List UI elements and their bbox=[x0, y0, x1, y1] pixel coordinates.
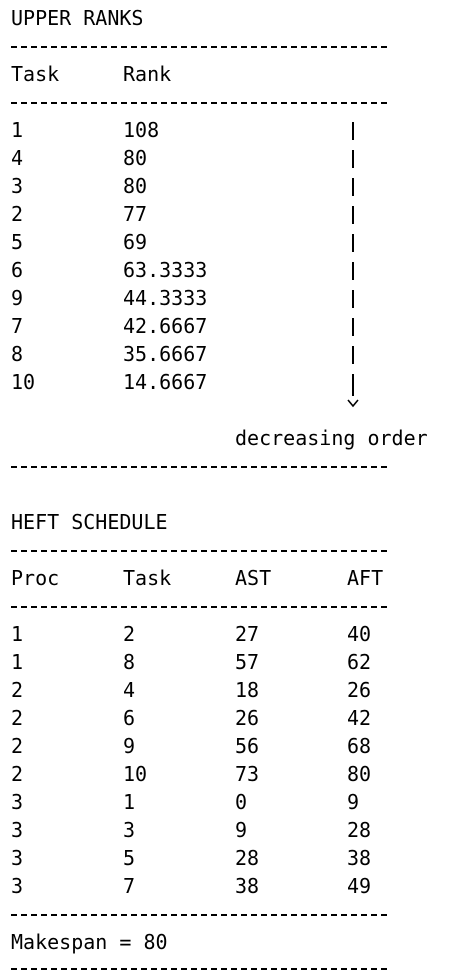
rank-row-task: 1 bbox=[11, 118, 24, 142]
divider bbox=[11, 466, 387, 468]
arrow-segment bbox=[352, 262, 354, 280]
arrow-segment bbox=[352, 206, 354, 224]
schedule-row-task: 8 bbox=[123, 650, 136, 674]
schedule-row-ast: 28 bbox=[235, 846, 260, 870]
heft-header-ast: AST bbox=[235, 566, 272, 590]
heft-header-task: Task bbox=[123, 566, 172, 590]
schedule-row-ast: 38 bbox=[235, 874, 260, 898]
schedule-row-task: 9 bbox=[123, 734, 136, 758]
arrow-segment bbox=[352, 290, 354, 308]
schedule-row-aft: 49 bbox=[347, 874, 372, 898]
schedule-row-task: 6 bbox=[123, 706, 136, 730]
schedule-row-aft: 80 bbox=[347, 762, 372, 786]
rank-row-task: 5 bbox=[11, 230, 24, 254]
divider bbox=[11, 606, 387, 608]
arrow-segment bbox=[352, 234, 354, 252]
schedule-row-aft: 9 bbox=[347, 790, 360, 814]
arrow-head-icon bbox=[347, 399, 359, 408]
schedule-row-ast: 73 bbox=[235, 762, 260, 786]
schedule-row-aft: 62 bbox=[347, 650, 372, 674]
makespan-label: Makespan = 80 bbox=[11, 930, 168, 954]
rank-row-rank: 63.3333 bbox=[123, 258, 208, 282]
schedule-row-task: 10 bbox=[123, 762, 148, 786]
rank-row-rank: 108 bbox=[123, 118, 160, 142]
heft-header-aft: AFT bbox=[347, 566, 384, 590]
schedule-row-task: 2 bbox=[123, 622, 136, 646]
upper-ranks-header-task: Task bbox=[11, 62, 60, 86]
rank-row-task: 2 bbox=[11, 202, 24, 226]
rank-row-rank: 44.3333 bbox=[123, 286, 208, 310]
rank-row-task: 8 bbox=[11, 342, 24, 366]
rank-row-rank: 69 bbox=[123, 230, 148, 254]
rank-row-task: 3 bbox=[11, 174, 24, 198]
schedule-row-task: 5 bbox=[123, 846, 136, 870]
schedule-row-aft: 68 bbox=[347, 734, 372, 758]
schedule-row-proc: 1 bbox=[11, 622, 24, 646]
heft-schedule-title: HEFT SCHEDULE bbox=[11, 510, 168, 534]
divider bbox=[11, 550, 387, 552]
divider bbox=[11, 914, 387, 916]
rank-row-rank: 35.6667 bbox=[123, 342, 208, 366]
arrow-segment bbox=[352, 122, 354, 140]
rank-row-task: 6 bbox=[11, 258, 24, 282]
schedule-row-proc: 2 bbox=[11, 706, 24, 730]
schedule-row-task: 4 bbox=[123, 678, 136, 702]
arrow-segment bbox=[352, 318, 354, 336]
schedule-row-proc: 3 bbox=[11, 790, 24, 814]
arrow-segment bbox=[352, 346, 354, 364]
rank-row-rank: 14.6667 bbox=[123, 370, 208, 394]
schedule-row-proc: 3 bbox=[11, 818, 24, 842]
schedule-row-aft: 42 bbox=[347, 706, 372, 730]
schedule-row-aft: 28 bbox=[347, 818, 372, 842]
schedule-row-ast: 0 bbox=[235, 790, 248, 814]
upper-ranks-title: UPPER RANKS bbox=[11, 6, 144, 30]
divider bbox=[11, 46, 387, 48]
rank-row-task: 9 bbox=[11, 286, 24, 310]
heft-header-proc: Proc bbox=[11, 566, 60, 590]
schedule-row-task: 3 bbox=[123, 818, 136, 842]
divider bbox=[11, 968, 387, 970]
rank-row-task: 7 bbox=[11, 314, 24, 338]
arrow-segment bbox=[352, 178, 354, 196]
arrow-segment bbox=[352, 374, 354, 396]
schedule-row-aft: 40 bbox=[347, 622, 372, 646]
schedule-row-task: 1 bbox=[123, 790, 136, 814]
schedule-row-ast: 56 bbox=[235, 734, 260, 758]
schedule-row-aft: 38 bbox=[347, 846, 372, 870]
schedule-row-ast: 18 bbox=[235, 678, 260, 702]
schedule-row-task: 7 bbox=[123, 874, 136, 898]
decreasing-order-label: decreasing order bbox=[235, 426, 428, 450]
schedule-row-ast: 57 bbox=[235, 650, 260, 674]
schedule-row-proc: 2 bbox=[11, 734, 24, 758]
schedule-row-proc: 3 bbox=[11, 846, 24, 870]
schedule-row-proc: 2 bbox=[11, 762, 24, 786]
schedule-row-proc: 3 bbox=[11, 874, 24, 898]
rank-row-rank: 77 bbox=[123, 202, 148, 226]
arrow-segment bbox=[352, 150, 354, 168]
schedule-row-proc: 1 bbox=[11, 650, 24, 674]
rank-row-task: 4 bbox=[11, 146, 24, 170]
rank-row-task: 10 bbox=[11, 370, 36, 394]
divider bbox=[11, 102, 387, 104]
rank-row-rank: 80 bbox=[123, 146, 148, 170]
upper-ranks-header-rank: Rank bbox=[123, 62, 172, 86]
rank-row-rank: 80 bbox=[123, 174, 148, 198]
schedule-row-ast: 26 bbox=[235, 706, 260, 730]
rank-row-rank: 42.6667 bbox=[123, 314, 208, 338]
schedule-row-ast: 27 bbox=[235, 622, 260, 646]
schedule-row-aft: 26 bbox=[347, 678, 372, 702]
schedule-row-ast: 9 bbox=[235, 818, 248, 842]
schedule-row-proc: 2 bbox=[11, 678, 24, 702]
